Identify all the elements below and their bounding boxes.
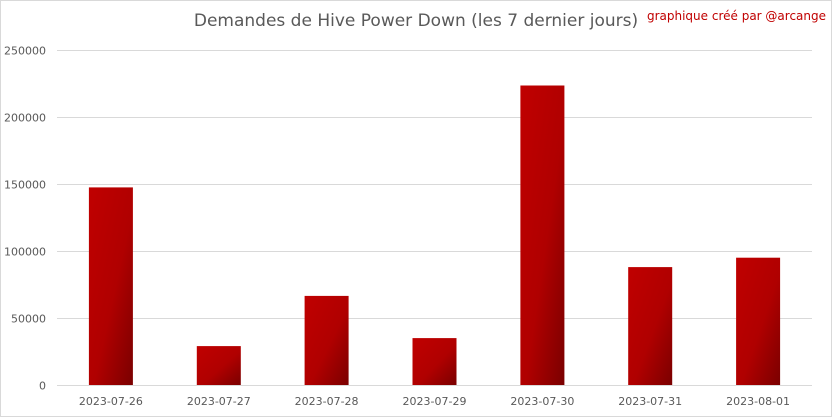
y-tick-label: 0 bbox=[39, 380, 46, 393]
y-tick-label: 50000 bbox=[11, 313, 46, 326]
x-tick-label: 2023-07-30 bbox=[510, 395, 574, 408]
y-tick-label: 250000 bbox=[4, 45, 46, 58]
bar-2023-08-01 bbox=[736, 257, 781, 385]
y-tick-label: 150000 bbox=[4, 179, 46, 192]
x-tick-label: 2023-07-28 bbox=[295, 395, 359, 408]
y-tick-label: 100000 bbox=[4, 246, 46, 259]
bar-2023-07-31 bbox=[628, 267, 673, 385]
bar-2023-07-26 bbox=[88, 187, 133, 385]
x-tick-label: 2023-07-27 bbox=[187, 395, 251, 408]
gridlines bbox=[57, 50, 812, 386]
bars bbox=[88, 85, 781, 385]
x-tick-label: 2023-07-29 bbox=[403, 395, 467, 408]
y-tick-label: 200000 bbox=[4, 112, 46, 125]
chart-title: Demandes de Hive Power Down (les 7 derni… bbox=[193, 11, 639, 31]
x-tick-label: 2023-08-01 bbox=[726, 395, 790, 408]
bar-2023-07-28 bbox=[304, 295, 349, 385]
bar-2023-07-29 bbox=[412, 338, 457, 385]
bar-2023-07-30 bbox=[520, 85, 565, 385]
bar-2023-07-27 bbox=[196, 346, 241, 385]
y-axis-ticks: 0 50000 100000 150000 200000 250000 bbox=[4, 45, 46, 393]
credit-annotation: graphique créé par @arcange bbox=[646, 9, 826, 23]
x-tick-label: 2023-07-26 bbox=[79, 395, 143, 408]
x-axis-ticks: 2023-07-26 2023-07-27 2023-07-28 2023-07-29… bbox=[79, 395, 790, 408]
x-tick-label: 2023-07-31 bbox=[618, 395, 682, 408]
